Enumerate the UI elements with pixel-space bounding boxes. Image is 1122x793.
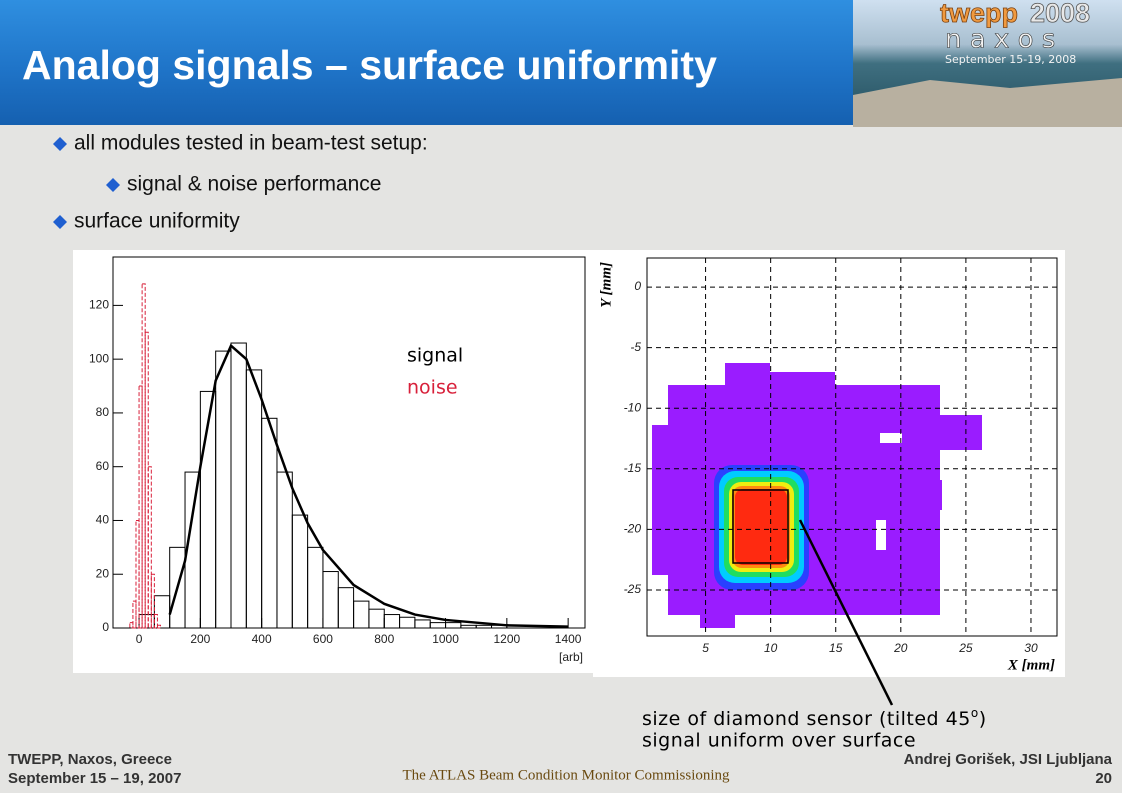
legend-entry: signal xyxy=(407,345,463,367)
histogram-bar xyxy=(129,622,134,629)
x-tick-label: 25 xyxy=(958,641,973,655)
x-axis-label: [arb] xyxy=(559,650,583,664)
bullet-marker xyxy=(53,215,67,229)
x-tick-label: 1400 xyxy=(555,632,582,646)
annotation-line2: signal uniform over surface xyxy=(642,730,916,752)
footer-place: TWEPP, Naxos, Greece xyxy=(8,751,172,768)
y-tick-label: 0 xyxy=(102,620,109,634)
footer-center: The ATLAS Beam Condition Monitor Commiss… xyxy=(402,767,730,783)
annotation-close: ) xyxy=(979,708,987,730)
y-tick-label: 0 xyxy=(634,279,641,293)
x-tick-label: 20 xyxy=(893,641,908,655)
x-tick-label: 600 xyxy=(313,632,333,646)
bullet-text: surface uniformity xyxy=(74,210,240,233)
x-tick-label: 30 xyxy=(1024,641,1038,655)
plot-frame xyxy=(646,257,1058,637)
y-tick-label: -5 xyxy=(630,340,641,354)
bullet-marker xyxy=(53,137,67,151)
footer-date: September 15 – 19, 2007 xyxy=(8,770,181,787)
annotation-line1: size of diamond sensor (tilted 45o) xyxy=(642,706,987,730)
histogram-bar xyxy=(138,385,143,629)
annotation-text: size of diamond sensor (tilted 45 xyxy=(642,708,971,730)
y-tick-label: 120 xyxy=(89,298,109,312)
logo-dates: September 15-19, 2008 xyxy=(945,53,1076,66)
y-tick-label: 60 xyxy=(96,459,110,473)
y-tick-label: 20 xyxy=(96,566,110,580)
histogram-bar xyxy=(141,283,146,629)
histogram-bar xyxy=(156,624,162,629)
y-tick-label: -10 xyxy=(624,400,642,414)
x-tick-label: 1200 xyxy=(493,632,520,646)
histogram-bar xyxy=(132,600,137,629)
y-tick-label: 100 xyxy=(89,351,109,365)
y-tick-label: -25 xyxy=(624,582,642,596)
histogram-panel xyxy=(73,250,593,673)
x-tick-label: 1000 xyxy=(432,632,459,646)
y-tick-label: -20 xyxy=(624,522,642,536)
x-tick-label: 15 xyxy=(829,641,843,655)
bullet-marker xyxy=(106,178,120,192)
heatmap-blob xyxy=(652,363,982,628)
y-tick-label: 80 xyxy=(96,405,110,419)
y-tick-label: -15 xyxy=(624,461,642,475)
bullet-text: signal & noise performance xyxy=(127,173,381,196)
x-tick-label: 200 xyxy=(190,632,210,646)
pointer-line xyxy=(798,519,894,706)
x-tick-label: 10 xyxy=(764,641,778,655)
header-bar xyxy=(0,0,853,125)
fit-curve xyxy=(168,343,569,628)
y-axis-label: Y [mm] xyxy=(598,262,614,308)
annotation-sup: o xyxy=(971,706,979,720)
x-tick-label: 800 xyxy=(374,632,394,646)
photo-shore xyxy=(853,78,1122,127)
x-tick-label: 400 xyxy=(252,632,272,646)
histogram-bar xyxy=(150,573,155,629)
x-tick-label: 5 xyxy=(702,641,709,655)
logo-place: n a x o s xyxy=(945,25,1055,55)
logo-word: twepp xyxy=(940,0,1018,28)
legend-entry: noise xyxy=(407,377,458,399)
bullet-text: all modules tested in beam-test setup: xyxy=(74,132,428,155)
slide-title: Analog signals – surface uniformity xyxy=(22,42,717,88)
x-tick-label: 0 xyxy=(136,632,143,646)
x-axis-label: X [mm] xyxy=(1007,657,1055,673)
logo-year: 2008 xyxy=(1030,0,1090,28)
histogram-bar xyxy=(147,466,152,629)
y-tick-label: 40 xyxy=(96,513,110,527)
footer-page: 20 xyxy=(1095,770,1112,787)
footer-author: Andrej Gorišek, JSI Ljubljana xyxy=(904,751,1113,768)
histogram-bar xyxy=(153,614,158,629)
